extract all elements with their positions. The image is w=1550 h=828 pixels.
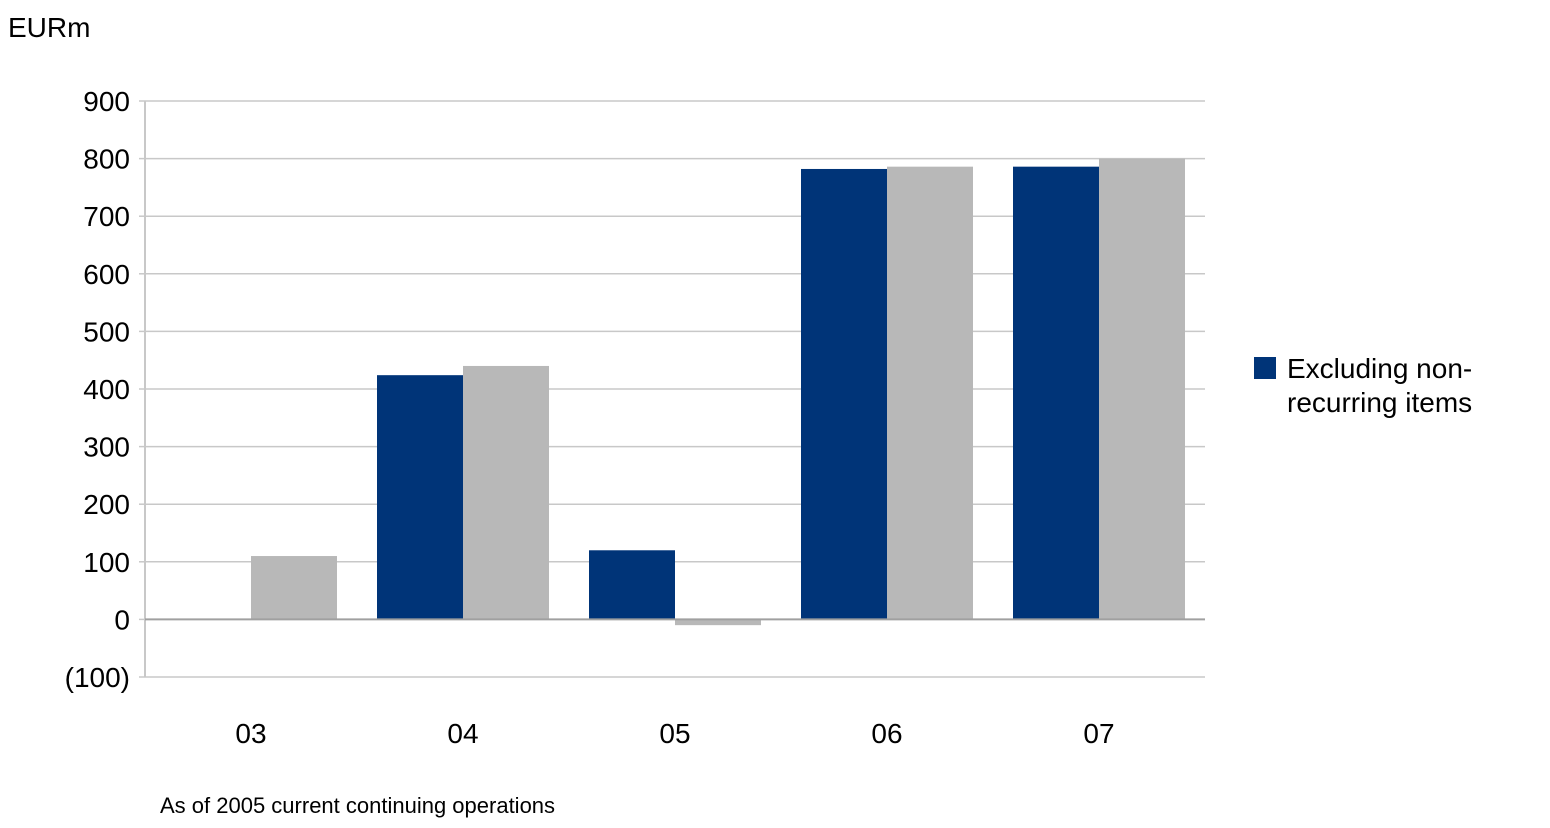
- bar-series1-07: [1013, 166, 1099, 620]
- x-tick-label: 06: [871, 718, 902, 749]
- y-tick-label: (100): [65, 662, 130, 693]
- footnote: As of 2005 current continuing operations: [160, 793, 555, 818]
- y-tick-label: 700: [83, 201, 130, 232]
- legend: Excluding non-recurring items: [1254, 353, 1472, 418]
- y-tick-label: 400: [83, 374, 130, 405]
- x-tick-label: 04: [447, 718, 478, 749]
- bars: [251, 158, 1185, 626]
- x-tick-label: 05: [659, 718, 690, 749]
- y-tick-label: 100: [83, 547, 130, 578]
- axes: [139, 100, 1205, 678]
- x-tick-labels: 03 04 05 06 07: [235, 718, 1114, 749]
- x-tick-label: 03: [235, 718, 266, 749]
- bar-series1-04: [377, 375, 463, 620]
- bar-series2-04: [463, 365, 549, 620]
- bar-series2-05: [675, 619, 761, 626]
- y-tick-label: 500: [83, 316, 130, 347]
- y-tick-label: 900: [83, 86, 130, 117]
- y-tick-labels: 900 800 700 600 500 400 300 200 100 0 (100): [65, 86, 130, 693]
- bar-series2-06: [887, 166, 973, 620]
- y-tick-label: 0: [114, 604, 130, 635]
- y-tick-label: 200: [83, 489, 130, 520]
- bar-series1-05: [589, 550, 675, 620]
- bar-series1-06: [801, 168, 887, 620]
- bar-series2-07: [1099, 158, 1185, 620]
- legend-swatch-excluding-non-recurring: [1254, 357, 1276, 379]
- y-tick-label: 600: [83, 259, 130, 290]
- y-tick-label: 800: [83, 144, 130, 175]
- y-tick-label: 300: [83, 432, 130, 463]
- legend-label-excluding-non-recurring: Excluding non-recurring items: [1287, 353, 1472, 418]
- y-axis-unit-label: EURm: [8, 12, 90, 43]
- bar-series2-03: [251, 556, 337, 620]
- x-tick-label: 07: [1083, 718, 1114, 749]
